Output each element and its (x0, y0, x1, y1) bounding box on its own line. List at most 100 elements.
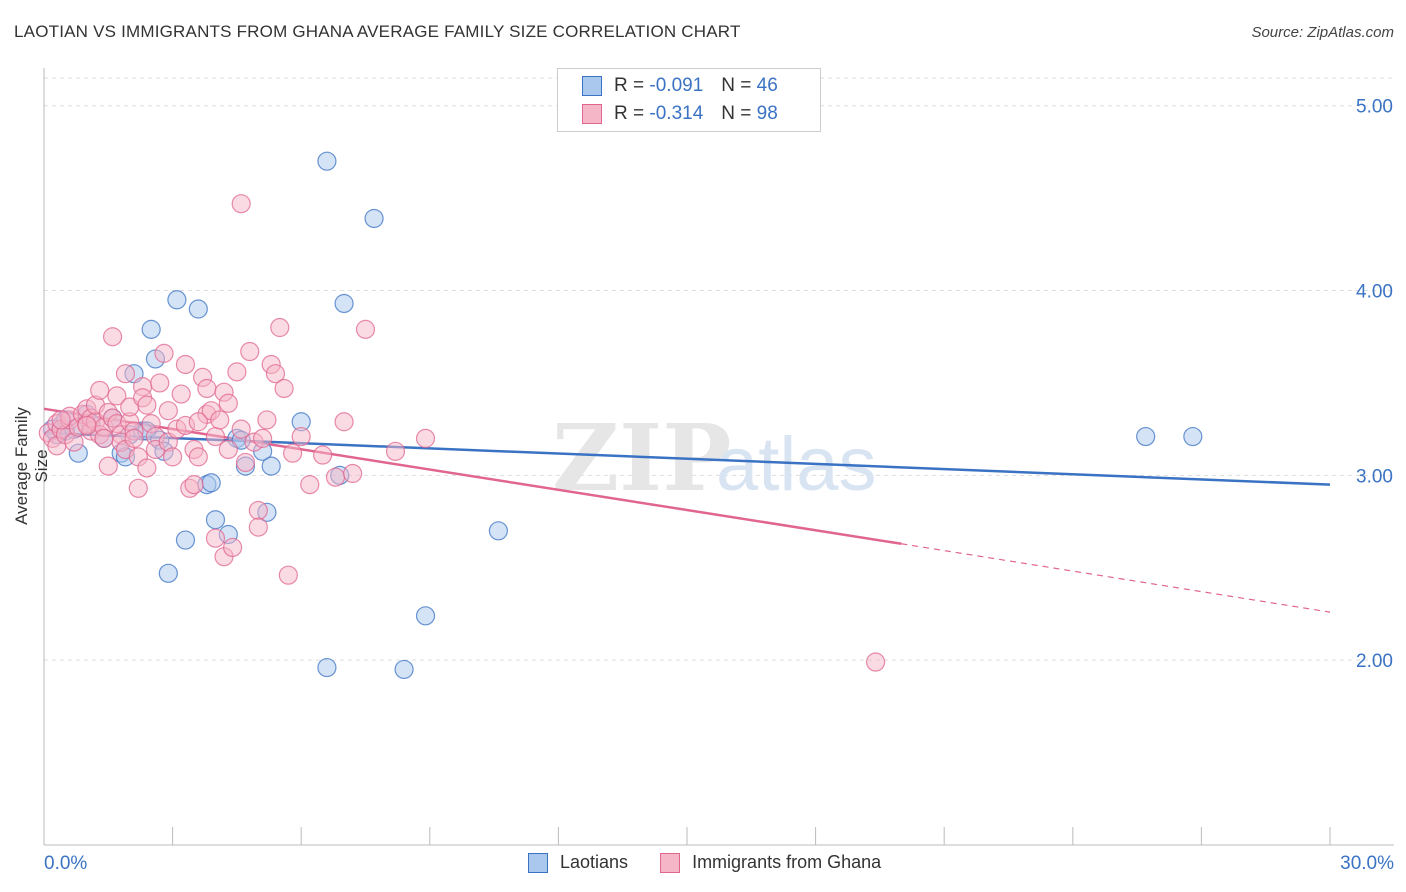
point-ghana (248, 517, 268, 537)
point-ghana (188, 447, 208, 467)
point-ghana (184, 475, 204, 495)
point-ghana (343, 463, 363, 484)
legend-row-laotians: R = -0.091 N = 46 (582, 73, 778, 99)
point-ghana (94, 428, 114, 448)
legend-label-ghana: Immigrants from Ghana (692, 852, 882, 872)
y-tick-label: 5.00 (1356, 97, 1393, 118)
x-tick-label-min: 0.0% (44, 853, 87, 874)
point-ghana (150, 373, 170, 393)
point-ghana (227, 362, 247, 382)
trend-line-ghana-extension (901, 543, 1331, 613)
point-ghana (90, 380, 110, 400)
legend-r-value: -0.091 (649, 75, 704, 96)
legend-n-value: 98 (756, 103, 778, 124)
point-ghana (188, 412, 208, 432)
point-ghana (274, 378, 294, 399)
legend-n-label: N = (721, 75, 752, 96)
point-ghana (128, 478, 148, 498)
point-laotians (205, 510, 226, 530)
point-ghana (98, 456, 118, 476)
point-laotians (201, 473, 221, 493)
point-laotians (317, 151, 337, 171)
point-ghana (385, 441, 406, 461)
grid-lines (44, 77, 1394, 661)
y-tick-label: 3.00 (1356, 466, 1393, 487)
point-ghana (158, 401, 178, 421)
legend-n-value: 46 (756, 75, 778, 96)
point-ghana (210, 410, 230, 430)
point-ghana (300, 475, 320, 495)
point-laotians (364, 208, 384, 229)
y-axis-label: Average Family Size (12, 407, 51, 525)
point-ghana (866, 652, 886, 672)
point-laotians (394, 659, 414, 680)
point-ghana (154, 343, 174, 363)
point-ghana (257, 410, 277, 430)
legend-row-ghana: R = -0.314 N = 98 (582, 101, 778, 127)
legend-swatch-blue (582, 76, 602, 96)
legend-n-label: N = (721, 103, 752, 124)
point-ghana (205, 528, 226, 548)
point-ghana (334, 412, 354, 432)
point-laotians (188, 299, 208, 319)
legend-swatch-ghana (660, 852, 681, 873)
point-ghana (115, 364, 136, 384)
point-ghana (248, 500, 268, 521)
series-legend: Laotians Immigrants from Ghana (528, 852, 881, 873)
data-points (38, 151, 1203, 680)
point-ghana (137, 395, 157, 415)
point-ghana (253, 428, 273, 448)
point-laotians (141, 319, 161, 339)
y-tick-label: 2.00 (1356, 651, 1393, 672)
legend-r-value: -0.314 (649, 103, 704, 124)
chart-title: LAOTIAN VS IMMIGRANTS FROM GHANA AVERAGE… (14, 22, 741, 41)
source-label: Source: ZipAtlas.com (1251, 24, 1394, 41)
point-ghana (218, 393, 238, 413)
point-ghana (240, 341, 260, 362)
point-ghana (107, 386, 127, 406)
point-laotians (167, 290, 187, 310)
point-ghana (283, 443, 303, 463)
point-ghana (355, 319, 376, 339)
point-ghana (124, 428, 144, 448)
legend-r-label: R = (614, 103, 645, 124)
stats-legend: R = -0.091 N = 46 R = -0.314 N = 98 (557, 68, 821, 132)
point-ghana (137, 458, 157, 478)
point-ghana (235, 452, 256, 473)
point-ghana (51, 410, 71, 430)
legend-label-laotians: Laotians (560, 852, 629, 872)
point-laotians (415, 606, 436, 626)
legend-r-label: R = (614, 75, 645, 96)
point-ghana (197, 378, 217, 399)
point-laotians (175, 530, 196, 550)
point-laotians (488, 521, 508, 541)
point-laotians (334, 293, 354, 314)
x-tick-label-max: 30.0% (1340, 853, 1394, 874)
point-ghana (171, 384, 191, 404)
tick-labels: 2.00 3.00 4.00 5.00 0.0% 30.0% (44, 97, 1394, 874)
legend-swatch-laotians (528, 852, 548, 873)
point-ghana (175, 354, 196, 375)
point-ghana (163, 447, 183, 467)
point-ghana (291, 426, 311, 447)
point-ghana (415, 428, 436, 448)
point-ghana (278, 565, 298, 585)
point-ghana (231, 419, 251, 439)
point-laotians (1183, 426, 1203, 447)
axes (43, 68, 1394, 846)
point-ghana (313, 445, 333, 465)
point-laotians (158, 563, 178, 583)
point-ghana (223, 537, 243, 558)
point-laotians (1136, 426, 1156, 447)
point-ghana (265, 364, 286, 384)
point-ghana (325, 467, 346, 487)
point-laotians (261, 456, 281, 476)
legend-swatch-pink (582, 104, 602, 124)
point-ghana (102, 327, 123, 347)
point-ghana (77, 415, 97, 436)
point-ghana (218, 439, 238, 460)
point-laotians (317, 657, 337, 678)
point-ghana (270, 317, 290, 338)
y-tick-label: 4.00 (1356, 282, 1393, 303)
